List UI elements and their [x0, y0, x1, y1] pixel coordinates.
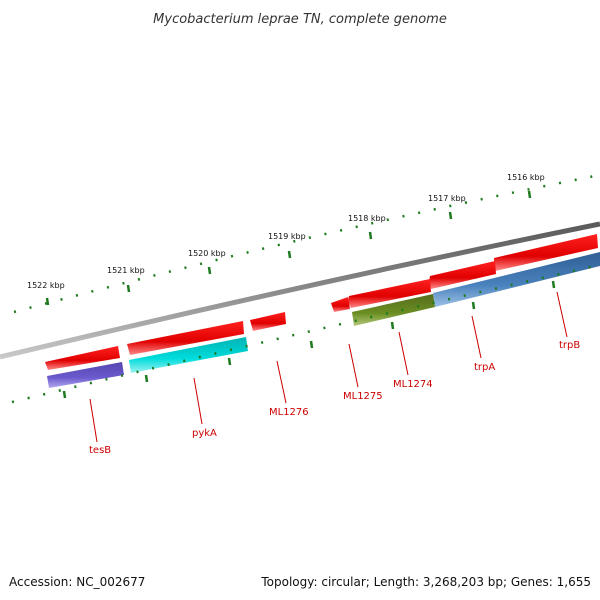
leader-ML1275 [348, 343, 359, 388]
outer-tick-1522 [45, 297, 50, 306]
gene-label-pykA: pykA [192, 428, 217, 439]
outer-tick-1520 [207, 266, 212, 275]
gene-label-trpB: trpB [559, 340, 580, 351]
map-title: Mycobacterium leprae TN, complete genome [153, 12, 447, 27]
accession-text: Accession: NC_002677 [9, 575, 145, 589]
leader-tesB [89, 398, 98, 443]
inner-tick-4 [309, 340, 314, 349]
cog-tesB [47, 362, 124, 388]
gene-label-ML1275: ML1275 [343, 391, 383, 402]
cds-ML1276 [250, 312, 286, 331]
cog-ML1274 [352, 294, 435, 326]
tick-label-1516: 1516 kbp [507, 173, 545, 182]
inner-tick-5 [390, 321, 395, 330]
leader-ML1274 [398, 331, 409, 376]
cds-ML1274 [348, 279, 431, 308]
outer-major-ticks [45, 190, 532, 306]
outer-tick-1516 [527, 190, 532, 199]
cds-ML1275 [331, 297, 350, 312]
outer-tick-1519 [287, 250, 292, 259]
leader-trpB [556, 291, 568, 338]
leader-ML1276 [276, 360, 287, 404]
cog-trp [433, 252, 600, 307]
cds-pykA [127, 321, 244, 355]
leader-pykA [193, 377, 203, 425]
gene-label-tesB: tesB [89, 445, 111, 456]
gene-label-ML1276: ML1276 [269, 407, 309, 418]
genome-backbone [0, 221, 600, 360]
inner-tick-6 [471, 301, 476, 310]
inner-tick-2 [144, 374, 149, 383]
tick-label-1522: 1522 kbp [27, 281, 65, 290]
inner-tick-1 [62, 390, 67, 399]
cds-tesB [45, 346, 120, 370]
cds-trpB [494, 234, 598, 271]
tick-label-1520: 1520 kbp [188, 249, 226, 258]
leader-trpA [471, 315, 482, 359]
forward-cds-track [45, 234, 598, 370]
inner-tick-3 [227, 357, 232, 366]
inner-major-ticks [62, 280, 556, 399]
tick-label-1518: 1518 kbp [348, 214, 386, 223]
inner-tick-7 [551, 280, 556, 289]
outer-tick-1518 [368, 231, 373, 240]
outer-tick-1517 [448, 211, 453, 220]
tick-label-1521: 1521 kbp [107, 266, 145, 275]
tick-label-1519: 1519 kbp [268, 232, 306, 241]
topology-text: Topology: circular; Length: 3,268,203 bp… [260, 575, 591, 589]
label-leaders [89, 291, 568, 443]
outer-tick-1521 [126, 284, 131, 293]
cog-track [47, 252, 600, 388]
gene-label-trpA: trpA [474, 362, 495, 373]
cog-pykA [129, 337, 248, 373]
tick-label-1517: 1517 kbp [428, 194, 466, 203]
gene-label-ML1274: ML1274 [393, 379, 433, 390]
cds-trpA [429, 261, 496, 289]
inner-tick-ring [11, 263, 600, 404]
